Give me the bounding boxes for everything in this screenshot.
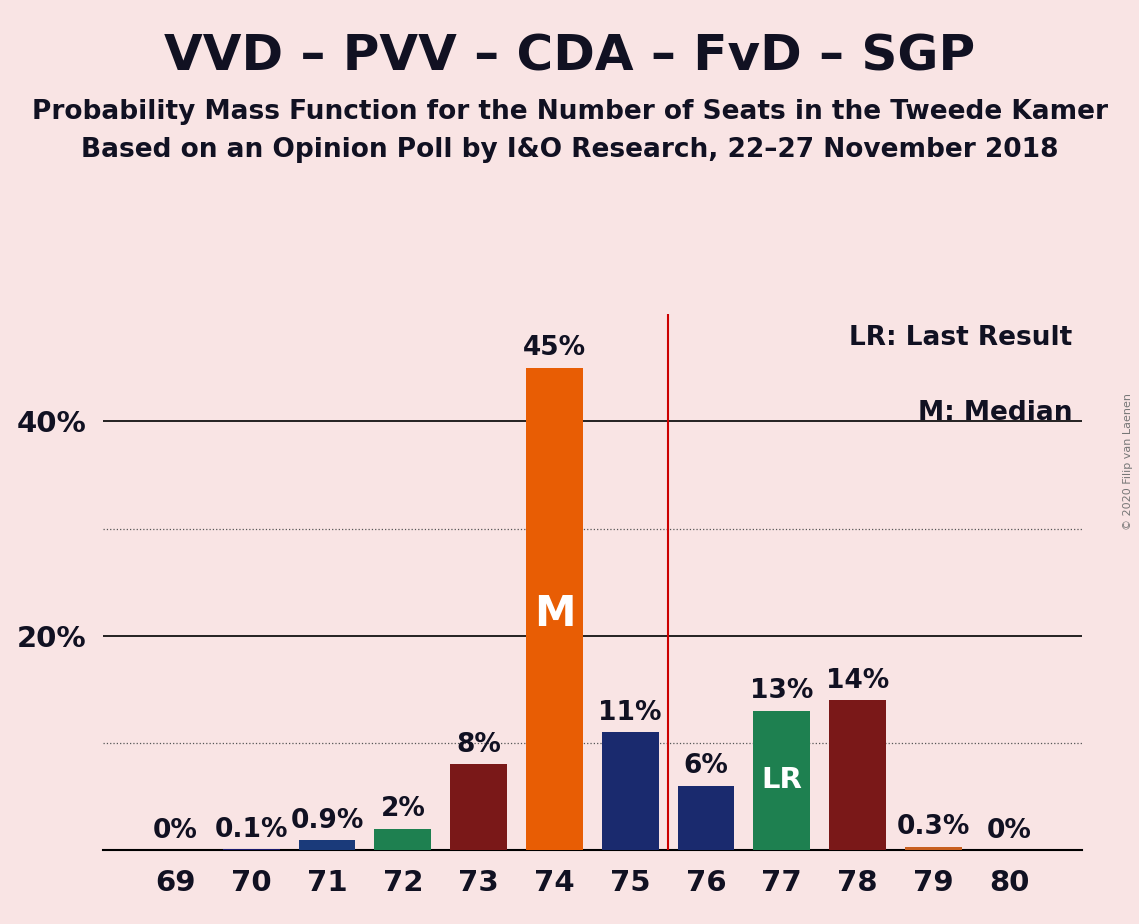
Bar — [753, 711, 810, 850]
Text: 2%: 2% — [380, 796, 425, 822]
Text: M: M — [534, 593, 575, 636]
Bar — [601, 732, 658, 850]
Text: 45%: 45% — [523, 335, 585, 361]
Text: 14%: 14% — [826, 668, 890, 694]
Text: LR: Last Result: LR: Last Result — [849, 325, 1072, 351]
Text: © 2020 Filip van Laenen: © 2020 Filip van Laenen — [1123, 394, 1133, 530]
Bar — [375, 829, 432, 850]
Bar — [678, 785, 735, 850]
Text: 0%: 0% — [986, 818, 1032, 844]
Text: 13%: 13% — [751, 678, 813, 704]
Text: Based on an Opinion Poll by I&O Research, 22–27 November 2018: Based on an Opinion Poll by I&O Research… — [81, 137, 1058, 163]
Text: 0.9%: 0.9% — [290, 808, 363, 834]
Text: 0%: 0% — [153, 818, 198, 844]
Text: 8%: 8% — [456, 732, 501, 758]
Text: M: Median: M: Median — [918, 400, 1072, 426]
Bar — [829, 700, 886, 850]
Text: 0.3%: 0.3% — [896, 814, 970, 841]
Text: LR: LR — [761, 766, 802, 795]
Bar — [904, 847, 961, 850]
Bar — [298, 841, 355, 850]
Text: 6%: 6% — [683, 753, 729, 779]
Bar — [223, 849, 280, 850]
Text: VVD – PVV – CDA – FvD – SGP: VVD – PVV – CDA – FvD – SGP — [164, 32, 975, 80]
Bar — [450, 764, 507, 850]
Bar — [526, 368, 583, 850]
Text: 11%: 11% — [598, 699, 662, 725]
Text: Probability Mass Function for the Number of Seats in the Tweede Kamer: Probability Mass Function for the Number… — [32, 99, 1107, 125]
Text: 0.1%: 0.1% — [214, 817, 288, 843]
